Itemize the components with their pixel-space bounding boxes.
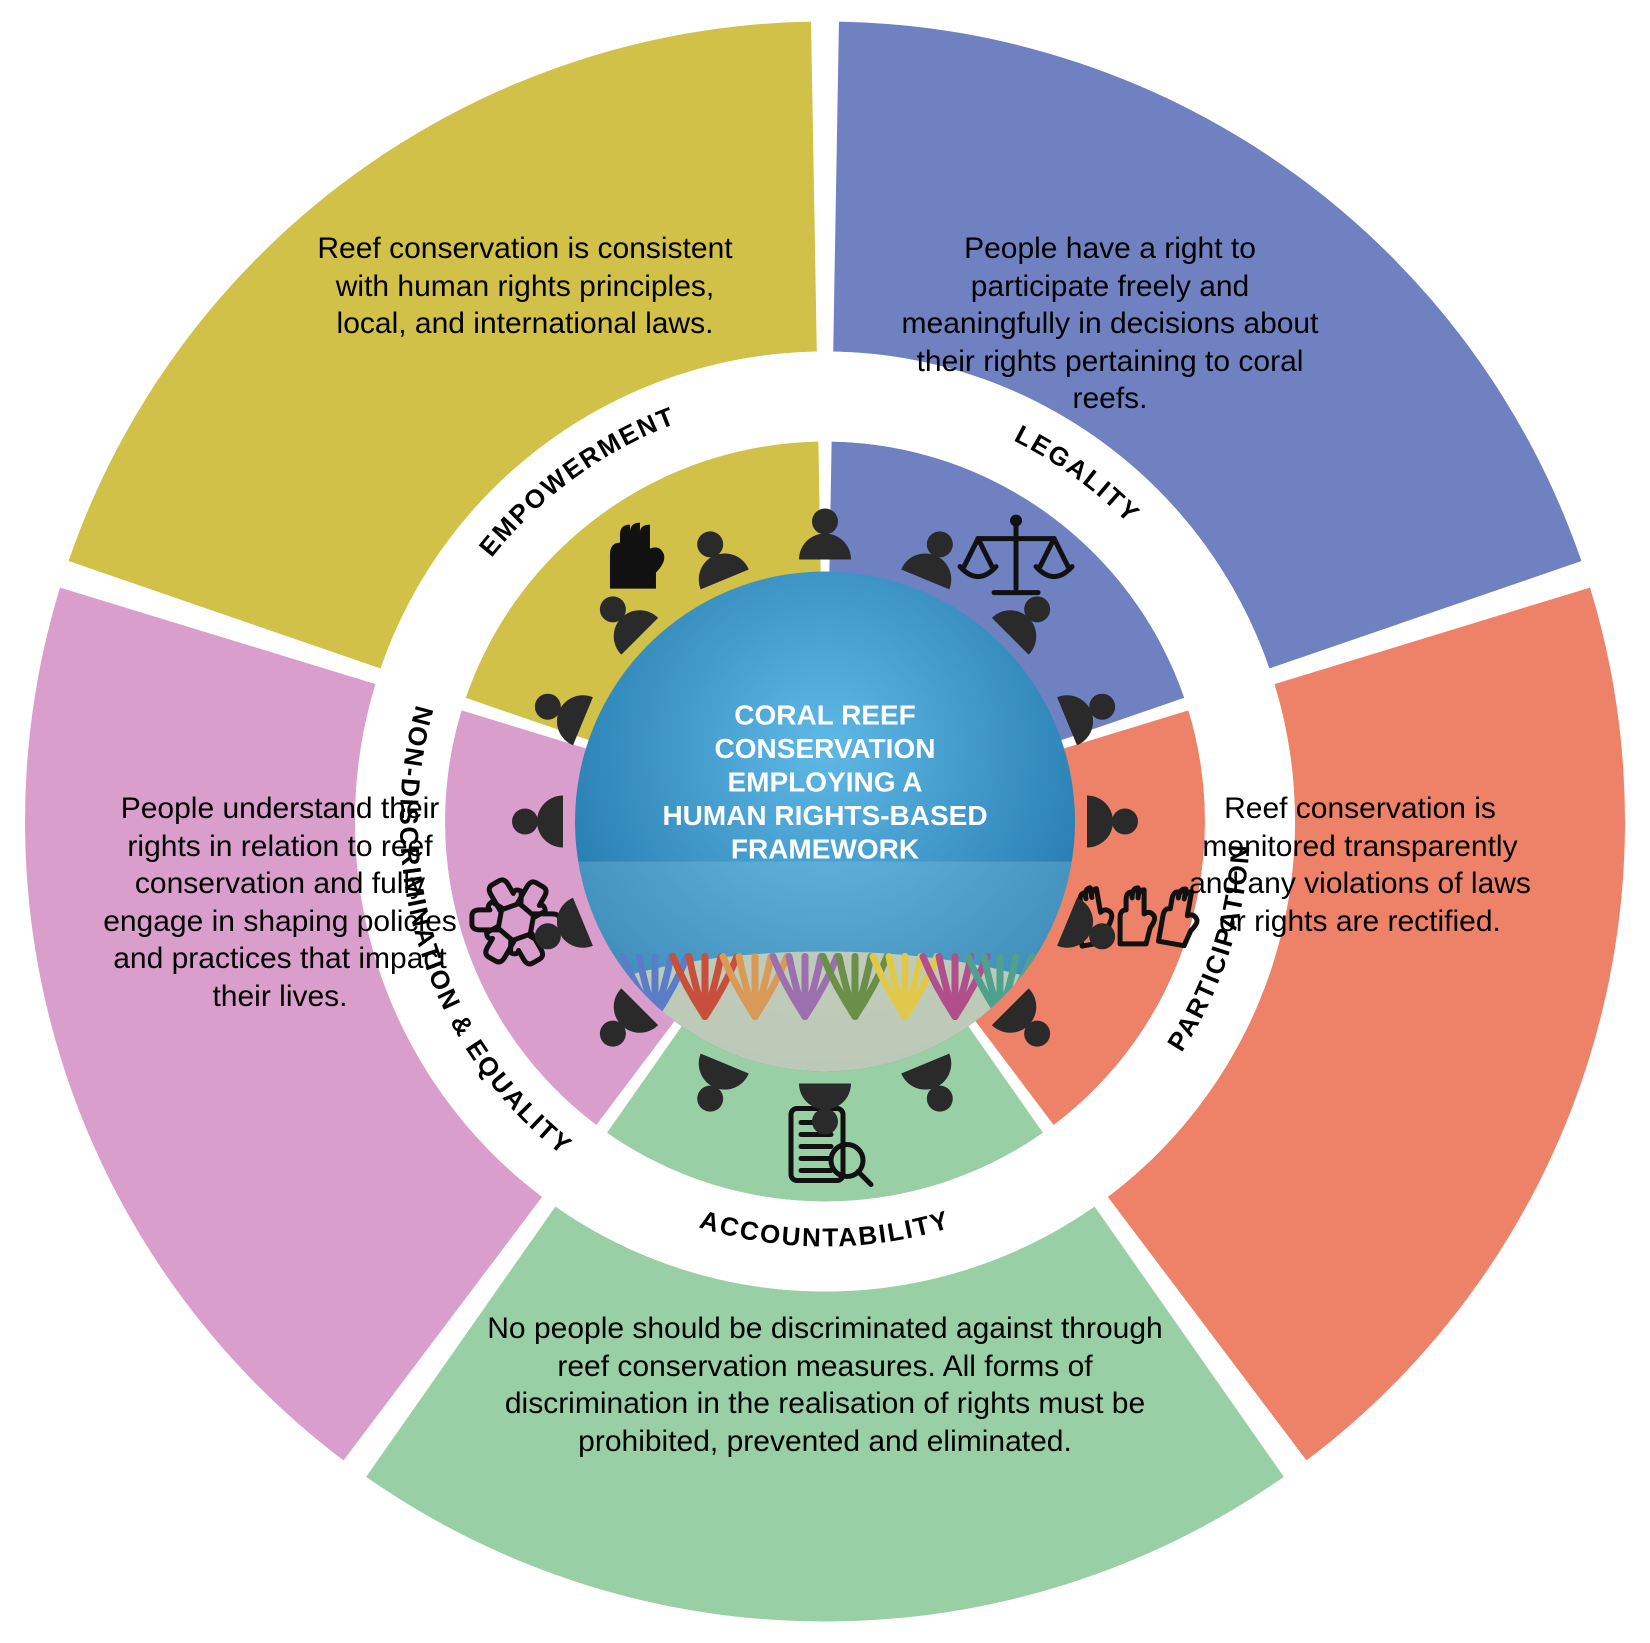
center-title-line: CORAL REEF: [734, 699, 916, 730]
sector-description-participation: People have a right to participate freel…: [900, 230, 1320, 418]
center-title-line: CONSERVATION: [715, 733, 936, 764]
sector-description-nondiscrimination: No people should be discriminated agains…: [475, 1310, 1175, 1460]
center-title-line: FRAMEWORK: [731, 834, 919, 865]
sector-description-empowerment: People understand their rights in relati…: [90, 790, 470, 1015]
center-title-line: HUMAN RIGHTS-BASED: [662, 800, 987, 831]
radial-infographic: LEGALITYPARTICIPATIONACCOUNTABILITYNON-D…: [0, 0, 1650, 1643]
sector-description-legality: Reef conservation is consistent with hum…: [315, 230, 735, 343]
center-title-line: EMPLOYING A: [728, 767, 923, 798]
sector-description-accountability: Reef conservation is monitored transpare…: [1180, 790, 1540, 940]
